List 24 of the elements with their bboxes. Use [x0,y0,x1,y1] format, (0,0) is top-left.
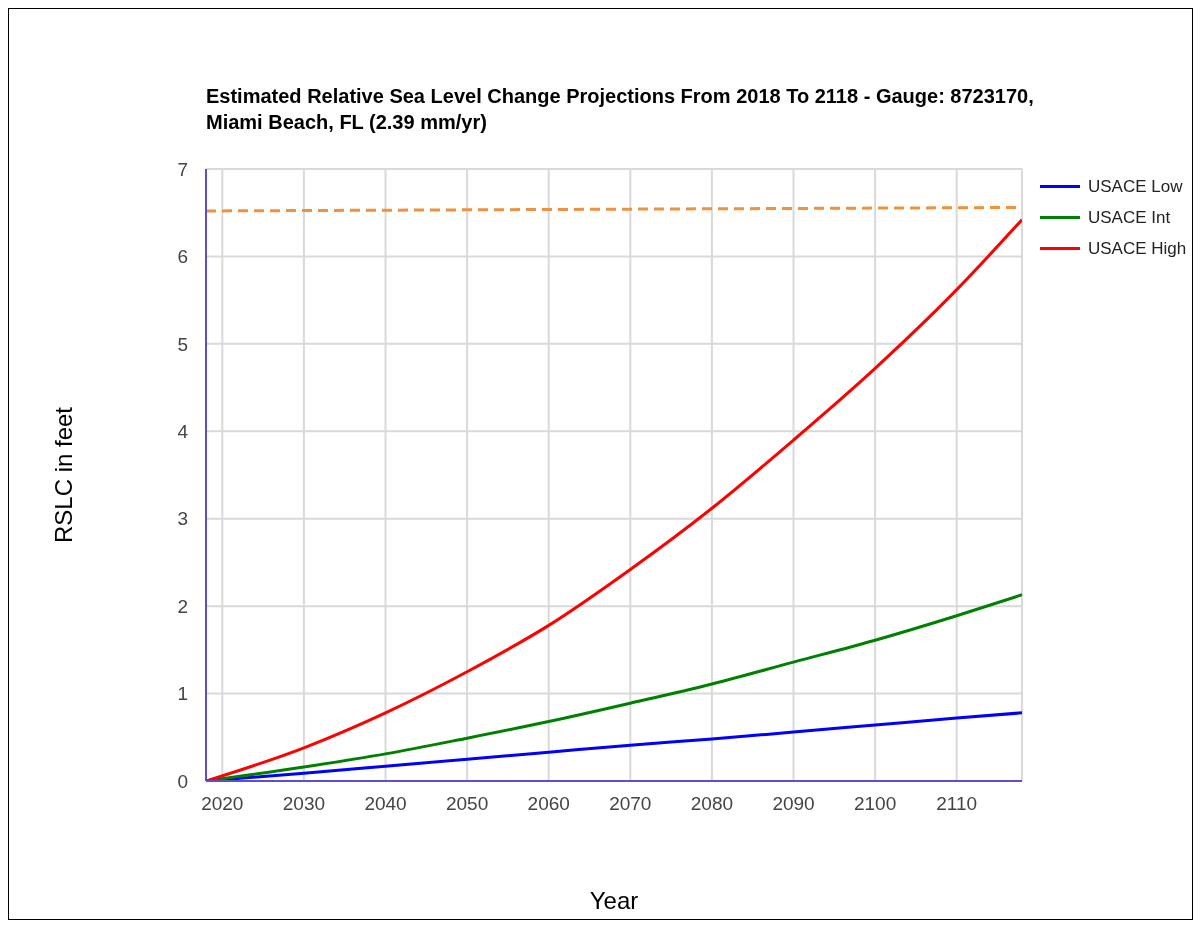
x-tick-label: 2070 [609,793,652,815]
y-tick-label: 5 [177,333,188,355]
y-axis-title: RSLC in feet [50,406,78,544]
y-tick-label: 6 [177,246,188,268]
x-tick-label: 2110 [936,793,978,815]
x-tick-label: 2030 [282,793,326,815]
x-tick-label: 2100 [853,793,897,815]
y-tick-label: 1 [177,683,188,705]
y-tick-label: 2 [177,595,188,617]
y-tick-label: 0 [177,770,188,792]
legend-label: USACE Int [1088,207,1171,228]
y-tick-label: 4 [177,421,189,443]
x-axis-title: Year [588,887,640,915]
x-tick-label: 2060 [527,793,570,815]
y-tick-label: 7 [177,158,188,180]
x-tick-label: 2090 [772,793,815,815]
x-tick-label: 2040 [364,793,407,815]
legend-label: USACE High [1088,238,1187,259]
x-tick-label: 2080 [690,793,734,815]
legend-label: USACE Low [1088,176,1183,197]
x-tick-label: 2050 [445,793,489,815]
y-tick-label: 3 [177,508,188,530]
x-tick-label: 2020 [201,793,244,815]
chart-title: Estimated Relative Sea Level Change Projections From 2018 To 2118 - Gauge: 8723170, Miami Beach, FL (2.39 mm/yr) [206,84,1035,135]
